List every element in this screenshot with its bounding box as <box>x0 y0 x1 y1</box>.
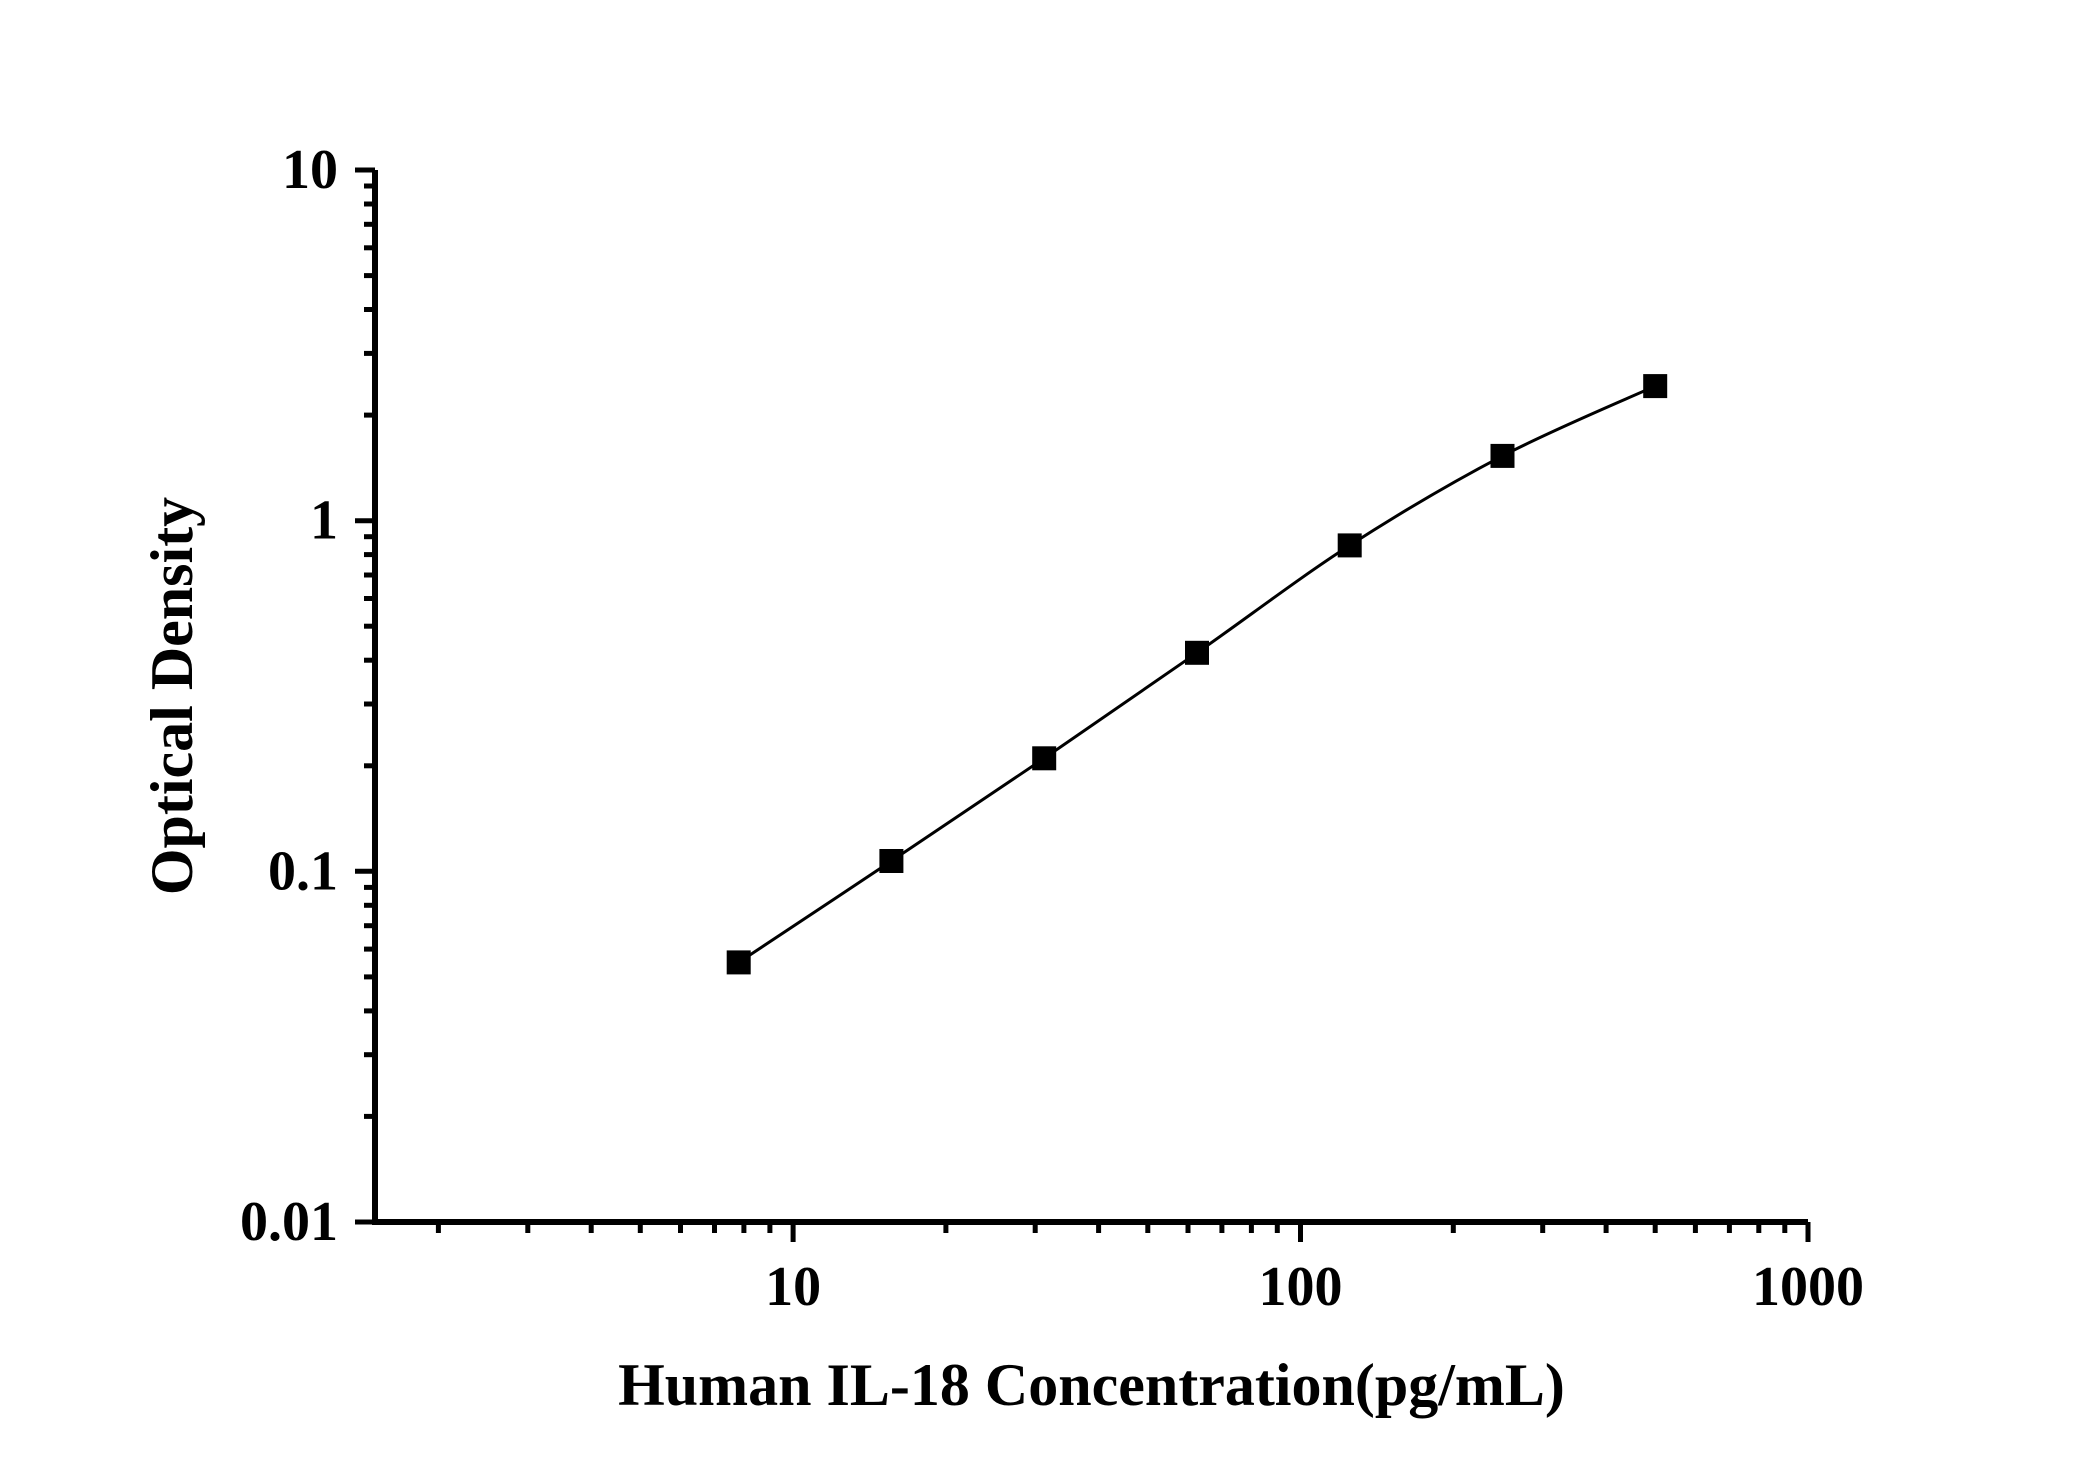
data-point-marker <box>1032 746 1057 771</box>
x-axis-title: Human IL-18 Concentration(pg/mL) <box>618 1352 1565 1418</box>
data-point-marker <box>1643 374 1668 399</box>
data-point-marker <box>1337 533 1362 558</box>
y-tick-label: 0.1 <box>268 840 338 902</box>
y-axis-title: Optical Density <box>139 496 205 896</box>
x-tick-label: 100 <box>1259 1256 1343 1318</box>
y-tick-label: 0.01 <box>240 1191 338 1253</box>
x-tick-label: 1000 <box>1752 1256 1864 1318</box>
data-point-marker <box>879 849 904 873</box>
x-tick-label: 10 <box>765 1256 821 1318</box>
y-tick-label: 10 <box>282 139 338 201</box>
data-point-marker <box>1490 443 1515 468</box>
y-tick-label: 1 <box>310 490 338 552</box>
data-point-marker <box>1185 640 1209 665</box>
data-point-marker <box>726 950 751 975</box>
standard-curve-line <box>737 384 1656 964</box>
